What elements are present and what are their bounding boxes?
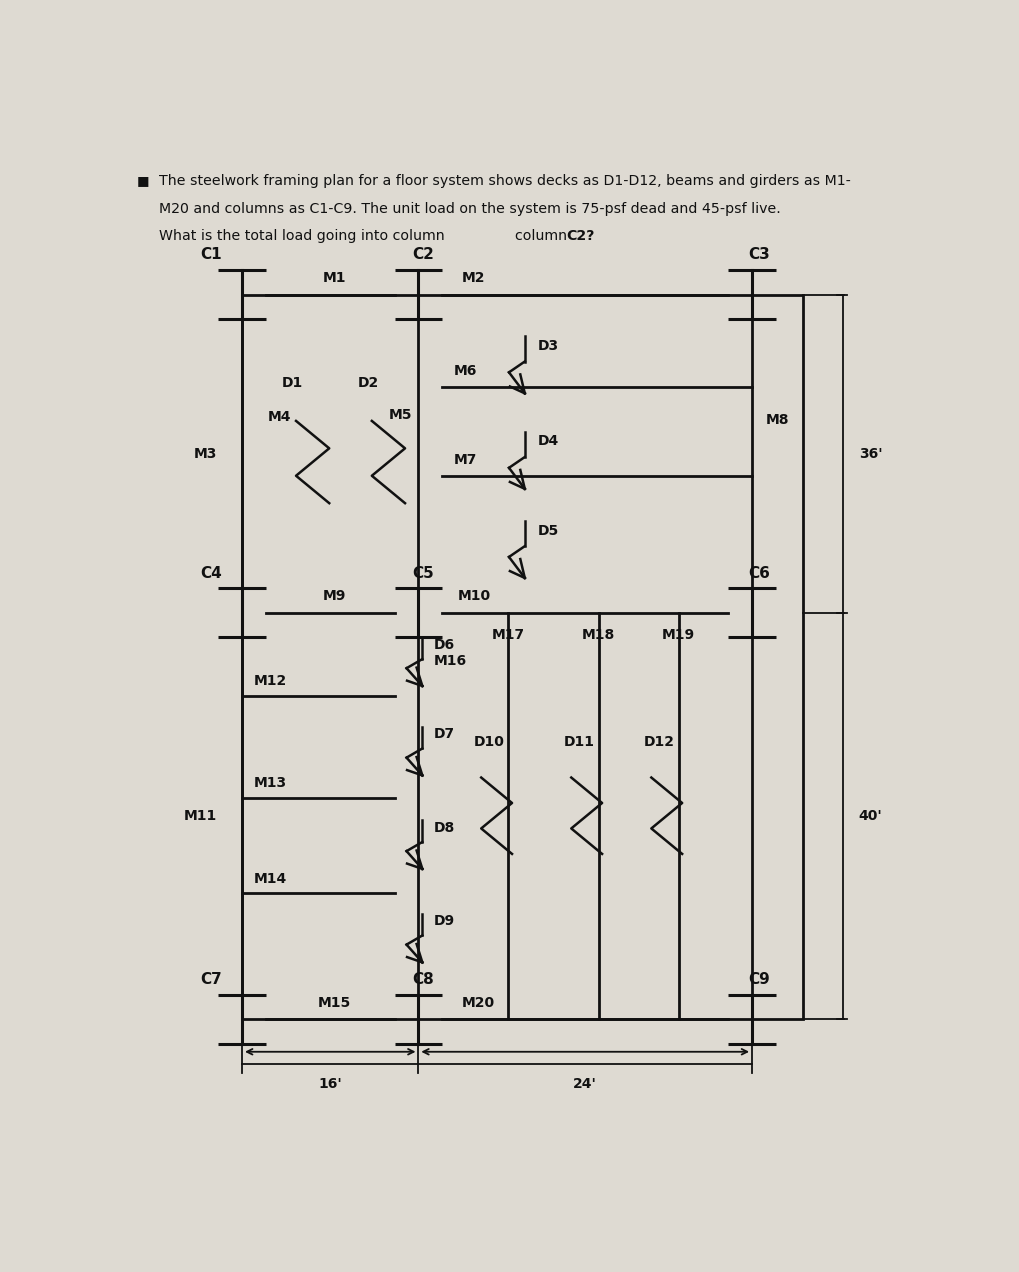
Text: M20 and columns as C1-C9. The unit load on the system is 75-psf dead and 45-psf : M20 and columns as C1-C9. The unit load … (159, 201, 781, 216)
Text: D2: D2 (358, 377, 379, 391)
Text: M1: M1 (322, 271, 345, 285)
Text: C8: C8 (412, 972, 433, 987)
Text: M15: M15 (317, 996, 351, 1010)
Text: D10: D10 (473, 735, 503, 749)
Text: What is the total load going into column: What is the total load going into column (159, 229, 449, 243)
Text: D6: D6 (433, 639, 454, 653)
Text: 36': 36' (858, 446, 881, 460)
Text: M7: M7 (453, 453, 477, 467)
Text: M3: M3 (194, 446, 217, 460)
Text: M13: M13 (254, 776, 286, 790)
Text: M5: M5 (388, 407, 412, 421)
Text: D11: D11 (562, 735, 594, 749)
Text: column: column (515, 229, 571, 243)
Text: M18: M18 (582, 627, 614, 641)
Text: M17: M17 (491, 627, 525, 641)
Text: C7: C7 (201, 972, 222, 987)
Text: 24': 24' (573, 1077, 596, 1091)
Bar (242, 295, 803, 1019)
Text: ■: ■ (137, 174, 150, 187)
Text: C3: C3 (747, 247, 769, 262)
Text: M8: M8 (765, 412, 789, 426)
Text: C2: C2 (412, 247, 433, 262)
Text: The steelwork framing plan for a floor system shows decks as D1-D12, beams and g: The steelwork framing plan for a floor s… (159, 174, 850, 188)
Text: D3: D3 (538, 338, 558, 352)
Text: C6: C6 (747, 566, 769, 580)
Text: D8: D8 (433, 820, 454, 834)
Text: M19: M19 (661, 627, 695, 641)
Text: C2?: C2? (566, 229, 594, 243)
Text: M12: M12 (254, 674, 287, 688)
Text: D1: D1 (282, 377, 304, 391)
Text: C1: C1 (201, 247, 222, 262)
Text: D7: D7 (433, 728, 454, 742)
Text: D4: D4 (538, 435, 559, 449)
Text: D12: D12 (643, 735, 674, 749)
Text: M6: M6 (453, 364, 477, 378)
Text: M9: M9 (322, 589, 345, 603)
Text: C4: C4 (201, 566, 222, 580)
Text: D9: D9 (433, 915, 454, 929)
Text: M10: M10 (458, 589, 490, 603)
Text: M11: M11 (183, 809, 217, 823)
Text: 40': 40' (858, 809, 881, 823)
Text: 16': 16' (318, 1077, 341, 1091)
Text: M14: M14 (254, 871, 287, 885)
Text: C9: C9 (747, 972, 769, 987)
Text: M20: M20 (462, 996, 494, 1010)
Text: M16: M16 (434, 654, 467, 668)
Text: M4: M4 (267, 410, 290, 424)
Text: D5: D5 (538, 524, 559, 538)
Text: M2: M2 (462, 271, 485, 285)
Text: C5: C5 (412, 566, 433, 580)
